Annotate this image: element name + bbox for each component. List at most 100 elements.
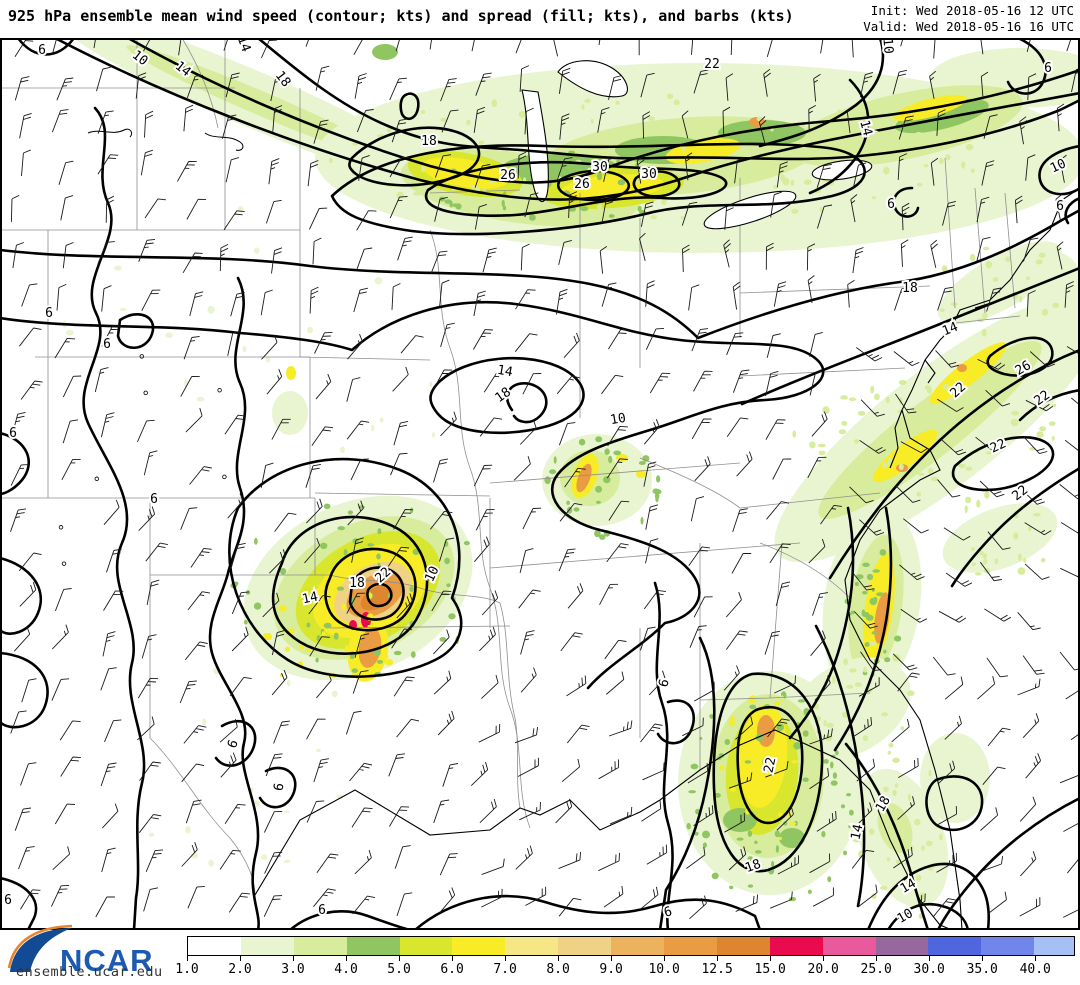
spread-speckle (766, 751, 772, 759)
spread-speckle (551, 157, 558, 162)
colorbar-tick (452, 956, 454, 961)
spread-speckle (754, 840, 758, 844)
spread-speckle (265, 356, 271, 363)
spread-speckle (410, 651, 416, 658)
spread-speckle (581, 104, 585, 110)
colorbar-tick-label: 1.0 (175, 962, 199, 977)
spread-speckle (299, 645, 305, 650)
spread-speckle (871, 631, 877, 635)
spread-speckle (596, 500, 601, 504)
spread-speckle (518, 110, 527, 118)
spread-speckle (838, 121, 844, 129)
spread-speckle (768, 780, 776, 785)
spread-speckle (1052, 302, 1060, 308)
spread-speckle (862, 590, 868, 595)
spread-speckle (501, 199, 505, 207)
spread-speckle (595, 485, 603, 493)
spread-speckle (491, 99, 498, 108)
colorbar-cell (558, 937, 612, 955)
spread-speckle (907, 793, 912, 802)
spread-speckle (849, 809, 854, 816)
spread-speckle (351, 668, 358, 673)
spread-speckle (807, 889, 812, 894)
spread-speckle (1036, 431, 1044, 438)
spread-speckle (930, 476, 939, 482)
spread-speckle (413, 191, 421, 196)
spread-speckle (1051, 435, 1055, 441)
spread-speckle (780, 174, 785, 182)
spread-speckle (916, 874, 922, 881)
spread-speckle (466, 119, 471, 126)
spread-speckle (421, 165, 425, 173)
spread-speckle (939, 833, 943, 841)
spread-speckle (861, 609, 866, 617)
spread-speckle (431, 432, 436, 438)
spread-speckle (336, 586, 345, 591)
spread-speckle (350, 655, 355, 660)
spread-speckle (254, 537, 258, 545)
spread-speckle (779, 696, 785, 700)
colorbar-tick-label: 40.0 (1019, 962, 1051, 977)
spread-speckle (984, 491, 990, 499)
spread-speckle (279, 568, 287, 575)
spread-speckle (866, 614, 874, 621)
spread-speckle (864, 642, 870, 647)
colorbar-cell (399, 937, 453, 955)
spread-speckle (119, 308, 127, 311)
spread-speckle (894, 782, 899, 789)
spread-speckle (627, 207, 634, 216)
spread-speckle (947, 413, 953, 419)
spread-speckle (288, 628, 294, 634)
contour-label: 6 (9, 426, 17, 441)
spread-speckle (656, 475, 661, 483)
spread-speckle (802, 730, 809, 737)
spread-speckle (797, 699, 806, 703)
colorbar-tick (558, 956, 560, 961)
spread-speckle (489, 179, 494, 184)
calm-circles (58, 354, 227, 566)
spread-speckle (333, 632, 339, 640)
spread-speckle (242, 345, 247, 353)
spread-speckle (902, 822, 908, 830)
spread-speckle (596, 172, 603, 181)
spread-speckle (1035, 260, 1042, 264)
spread-speckle (852, 839, 861, 843)
spread-speckle (871, 893, 877, 899)
spread-speckle (608, 455, 613, 464)
colorbar-tick (399, 956, 401, 961)
colorbar-cell (981, 937, 1035, 955)
spread-speckle (882, 461, 888, 469)
spread-speckle (928, 867, 933, 871)
spread-speckle (625, 128, 633, 135)
spread-speckle (744, 760, 752, 764)
spread-speckle (165, 332, 173, 339)
spread-speckle (857, 410, 866, 416)
spread-speckle (323, 503, 331, 510)
spread-speckle (879, 453, 884, 461)
spread-speckle (802, 777, 809, 782)
spread-speckle (884, 657, 891, 663)
spread-speckle (873, 393, 880, 401)
colorbar-legend: 1.0 2.0 3.0 4.0 5.0 6.0 7.0 8.0 9.0 10.0 12.5 15.0 2… (175, 936, 1075, 980)
contour-label: 18 (902, 281, 918, 296)
spread-speckle (856, 652, 861, 657)
spread-speckle (553, 456, 557, 464)
spread-speckle (666, 93, 674, 99)
spread-speckle (728, 718, 735, 727)
colorbar-tick-label: 9.0 (599, 962, 623, 977)
spread-speckle (265, 632, 272, 641)
spread-speckle (617, 179, 626, 186)
spread-speckle (869, 828, 875, 835)
spread-speckle (965, 496, 972, 504)
spread-speckle (376, 659, 384, 664)
spread-speckle (1028, 525, 1032, 532)
spread-speckle (1005, 256, 1011, 263)
spread-speckle (638, 461, 646, 465)
spread-speckle (315, 657, 319, 663)
spread-speckle (347, 510, 353, 515)
spread-speckle (841, 420, 848, 426)
spread-speckle (888, 115, 894, 119)
spread-speckle (961, 405, 970, 414)
spread-speckle (879, 886, 888, 890)
spread-speckle (898, 463, 904, 471)
